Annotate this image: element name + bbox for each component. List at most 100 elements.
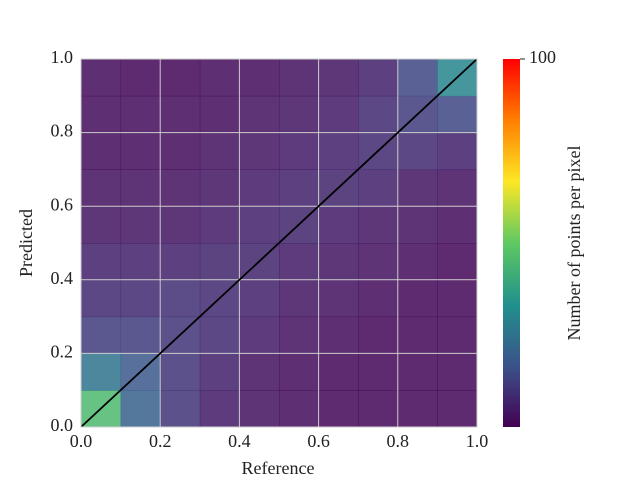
density-cell	[358, 390, 399, 428]
density-cell	[397, 316, 438, 354]
density-cell	[81, 316, 122, 354]
density-cell	[81, 95, 122, 134]
colorbar	[503, 59, 520, 427]
density-cell	[239, 316, 280, 354]
colorbar-tick-label: 100	[529, 47, 556, 67]
density-cell	[358, 279, 399, 318]
density-cell	[239, 206, 280, 244]
density-cell	[239, 353, 280, 391]
density-cell	[397, 206, 438, 244]
density-cell	[160, 169, 201, 207]
density-cell	[318, 390, 359, 428]
density-cell	[199, 243, 240, 281]
density-cell	[81, 243, 122, 281]
density-cell	[279, 390, 320, 428]
x-tick-label: 0.8	[387, 431, 410, 451]
density-cell	[120, 279, 161, 318]
density-cell	[318, 279, 359, 318]
density-cell	[239, 59, 280, 97]
density-cell	[318, 95, 359, 134]
density-cell	[199, 132, 240, 170]
density-cell	[437, 243, 478, 281]
y-tick-label: 0.2	[51, 342, 74, 362]
density-cell	[358, 95, 399, 134]
density-cell	[279, 279, 320, 318]
density-cell	[160, 95, 201, 134]
diagonal-line	[80, 58, 478, 428]
density-cell	[120, 169, 161, 207]
density-cell	[199, 169, 240, 207]
density-cell	[437, 353, 478, 391]
density-cell	[397, 59, 438, 97]
density-cell	[437, 169, 478, 207]
density-cell	[120, 316, 161, 354]
density-cell	[279, 243, 320, 281]
density-cell	[120, 95, 161, 134]
x-tick-label: 0.0	[70, 431, 93, 451]
density-cell	[358, 243, 399, 281]
density-cell	[318, 59, 359, 97]
density-cell	[279, 132, 320, 170]
density-cell	[279, 59, 320, 97]
y-tick-label: 1.0	[51, 47, 74, 67]
density-cell	[120, 390, 161, 428]
density-cell	[239, 95, 280, 134]
density-cell	[358, 206, 399, 244]
density-cell	[160, 132, 201, 170]
x-tick-label: 1.0	[466, 431, 489, 451]
plot-frame	[80, 58, 478, 428]
density-cell	[120, 132, 161, 170]
x-axis-label: Reference	[242, 458, 315, 478]
density-cell	[160, 279, 201, 318]
y-tick-label: 0.6	[51, 194, 74, 214]
density-cell	[437, 132, 478, 170]
density-cell	[81, 132, 122, 170]
x-tick-label: 0.6	[307, 431, 330, 451]
density-cell	[318, 243, 359, 281]
density-cell	[199, 59, 240, 97]
density-cell	[120, 59, 161, 97]
density-cell	[160, 390, 201, 428]
density-cell	[160, 59, 201, 97]
y-axis-label: Predicted	[16, 209, 36, 277]
density-cell	[120, 243, 161, 281]
density-cell	[318, 353, 359, 391]
density-cell	[358, 169, 399, 207]
density-cell	[279, 95, 320, 134]
density-cell	[120, 206, 161, 244]
density-cell	[81, 59, 122, 97]
density-cell	[81, 279, 122, 318]
density-cell	[279, 169, 320, 207]
density-cell	[81, 169, 122, 207]
density-cell	[239, 169, 280, 207]
density-cell	[279, 353, 320, 391]
x-tick-label: 0.4	[228, 431, 251, 451]
density-cell	[437, 206, 478, 244]
density-cell	[239, 132, 280, 170]
density-cell	[81, 206, 122, 244]
density-cell	[160, 353, 201, 391]
density-cell	[358, 59, 399, 97]
density-cell	[199, 206, 240, 244]
y-tick-label: 0.8	[51, 121, 74, 141]
colorbar-label: Number of points per pixel	[564, 146, 584, 341]
density-cell	[279, 316, 320, 354]
density-cell	[199, 316, 240, 354]
density-cell	[239, 390, 280, 428]
density-cell	[199, 353, 240, 391]
density-cell	[437, 390, 478, 428]
density-cell	[160, 243, 201, 281]
density-cell	[358, 353, 399, 391]
density-cell	[318, 132, 359, 170]
density-cell	[318, 206, 359, 244]
density-cell	[437, 279, 478, 318]
density-cell	[397, 279, 438, 318]
density-cell	[199, 390, 240, 428]
density-cell	[239, 279, 280, 318]
density-cell	[437, 95, 478, 134]
density-cell	[358, 316, 399, 354]
density-cell	[199, 95, 240, 134]
density-cell	[160, 206, 201, 244]
